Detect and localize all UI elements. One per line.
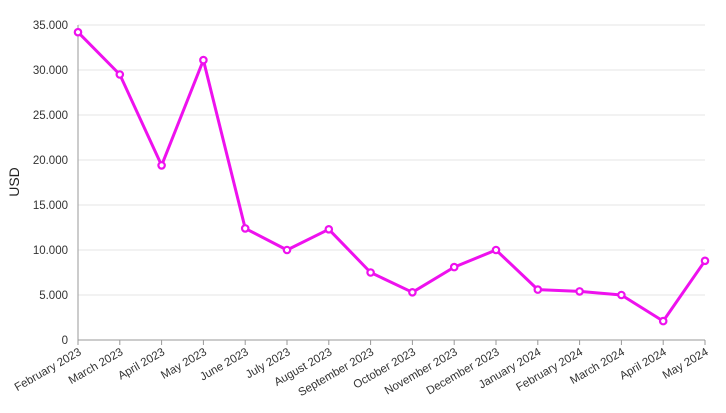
y-tick-label: 25.000 <box>33 110 68 122</box>
y-tick-label: 0 <box>62 335 68 347</box>
data-point <box>617 290 626 300</box>
y-tick-label: 10.000 <box>33 245 68 257</box>
series-line <box>76 31 707 323</box>
y-tick-labels: 0 5.000 10.000 15.000 20.000 25.000 30.000 35.0… <box>33 20 68 347</box>
y-tick-label: 30.000 <box>33 65 68 77</box>
data-point <box>73 27 83 37</box>
data-point <box>115 70 125 79</box>
y-axis-title: USD <box>6 167 22 197</box>
data-point <box>700 256 710 266</box>
data-point <box>491 245 501 255</box>
gridlines <box>78 24 705 296</box>
x-tick-label: May 2024 <box>661 346 711 382</box>
data-point <box>658 316 668 326</box>
data-point <box>533 285 543 294</box>
x-tick-label: November 2023 <box>383 346 460 397</box>
data-point <box>199 55 208 65</box>
x-tick-label: April 2023 <box>116 346 167 382</box>
data-point <box>449 262 459 272</box>
data-point <box>408 287 417 297</box>
y-tick-label: 35.000 <box>33 20 68 32</box>
y-tick-label: 5.000 <box>39 290 68 302</box>
data-point <box>366 268 375 277</box>
data-point <box>282 245 292 255</box>
data-point <box>157 161 166 170</box>
x-tick-label: December 2023 <box>425 346 502 397</box>
data-point <box>324 225 334 234</box>
x-tick-label: April 2024 <box>618 346 669 383</box>
data-points <box>73 27 710 326</box>
y-tick-label: 15.000 <box>33 200 68 212</box>
data-point <box>240 224 250 233</box>
data-point <box>575 287 584 296</box>
y-tick-label: 20.000 <box>33 155 68 167</box>
series-line-path <box>76 31 707 323</box>
axes <box>77 25 706 345</box>
